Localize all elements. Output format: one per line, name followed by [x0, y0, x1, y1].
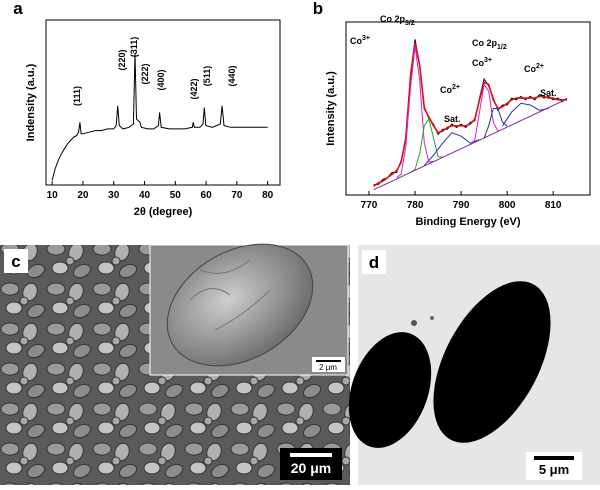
peak-label: (220) [117, 49, 127, 70]
panel-label: a [13, 0, 23, 18]
data-line [410, 117, 443, 173]
peak-label: Co2+ [524, 63, 544, 74]
peak-label: Sat. [540, 88, 557, 98]
peak-label: (400) [156, 69, 166, 90]
x-tick-label: 20 [77, 190, 89, 201]
x-axis-label: Binding Energy (eV) [415, 216, 520, 228]
peak-label-text: Co [472, 58, 484, 68]
peak-label-text: Co [350, 36, 362, 46]
data-line [51, 52, 268, 181]
data-line [423, 132, 480, 166]
peak-label-text: Co [440, 85, 452, 95]
peak-label: Co3+ [350, 35, 370, 46]
peak-label-sub: 3/2 [405, 20, 415, 27]
peak-label: (422) [189, 78, 199, 99]
peak-label: Sat. [444, 114, 461, 124]
peak-label: Co3+ [472, 57, 492, 68]
plot-frame [45, 19, 281, 186]
panel-label: c [11, 252, 20, 271]
peak-label-text: Sat. [444, 114, 461, 124]
data-line [396, 46, 434, 179]
x-tick-label: 40 [139, 190, 151, 201]
x-tick-label: 790 [453, 200, 470, 211]
x-tick-label: 810 [545, 200, 562, 211]
peak-label-text: Co 2p [472, 38, 498, 48]
peak-label: (111) [72, 86, 82, 106]
peak-label-sup: 2+ [452, 84, 460, 91]
x-axis-label: 2θ (degree) [134, 206, 193, 218]
peak-label-text: Co 2p [380, 14, 406, 24]
x-tick-label: 70 [231, 190, 243, 201]
peak-label: Co2+ [440, 84, 460, 95]
x-tick-label: 80 [262, 190, 274, 201]
peak-label-sub: 1/2 [497, 44, 507, 51]
y-axis-label: Indensity (a.u.) [25, 63, 37, 141]
peak-label: Co 2p1/2 [472, 38, 507, 51]
inset-scale-label: 2 μm [319, 363, 337, 372]
x-tick-label: 770 [361, 200, 378, 211]
peak-label-text: Sat. [540, 88, 557, 98]
x-tick-label: 800 [499, 200, 516, 211]
peak-label-sup: 2+ [536, 63, 544, 70]
data-line [373, 98, 568, 191]
x-tick-label: 780 [407, 200, 424, 211]
data-line [502, 102, 549, 127]
sem-image: 2 μm 20 μm c [0, 243, 350, 485]
peak-label: (222) [140, 63, 150, 84]
peak-label: Co 2p3/2 [380, 14, 415, 27]
x-tick-label: 10 [47, 190, 59, 201]
peak-label: (311) [129, 37, 139, 58]
peak-label: (440) [227, 65, 237, 86]
x-tick-label: 30 [108, 190, 120, 201]
data-line [373, 42, 567, 187]
scale-label: 5 μm [539, 462, 569, 477]
plot-frame [345, 21, 591, 196]
x-tick-label: 60 [201, 190, 213, 201]
data-line [483, 108, 508, 139]
peak-label-sup: 3+ [362, 35, 370, 42]
panel-label: d [369, 253, 379, 272]
x-tick-label: 50 [170, 190, 182, 201]
tem-image: 5 μm d [348, 245, 600, 485]
y-axis-label: Intensity (a.u.) [325, 71, 337, 146]
peak-label-text: Co [524, 64, 536, 74]
peak-label-sup: 3+ [484, 57, 492, 64]
panel-label: b [313, 0, 323, 18]
peak-label: (511) [202, 66, 212, 87]
scale-label: 20 μm [291, 460, 331, 476]
data-line [469, 82, 499, 146]
